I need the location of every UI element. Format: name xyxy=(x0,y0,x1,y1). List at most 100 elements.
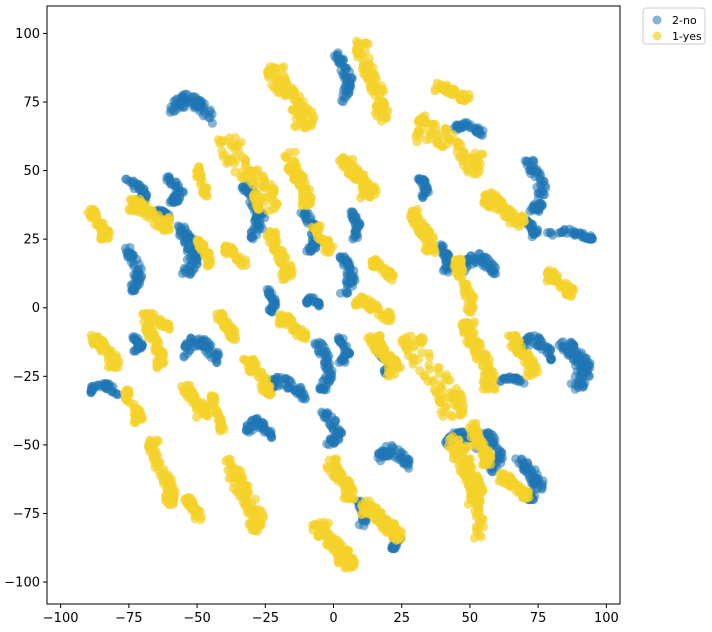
data-point xyxy=(447,129,458,140)
data-point xyxy=(240,501,250,511)
data-point xyxy=(408,216,418,226)
data-point xyxy=(519,378,529,388)
data-point xyxy=(283,264,293,274)
data-point xyxy=(472,527,482,537)
data-point xyxy=(329,455,339,465)
data-point xyxy=(279,250,289,260)
data-point xyxy=(230,167,240,177)
data-point xyxy=(304,295,315,305)
data-point xyxy=(481,190,491,201)
data-point xyxy=(478,149,488,159)
data-point xyxy=(290,147,300,157)
data-point xyxy=(300,331,310,342)
data-point xyxy=(256,367,266,377)
data-point xyxy=(151,451,161,461)
data-point xyxy=(424,348,434,358)
data-point xyxy=(489,267,499,277)
data-point xyxy=(324,440,334,450)
data-point xyxy=(401,332,411,343)
data-point xyxy=(136,197,146,207)
data-point xyxy=(171,181,181,191)
data-point xyxy=(436,379,446,389)
data-point xyxy=(353,52,363,62)
data-point xyxy=(442,370,452,380)
data-point xyxy=(185,380,195,390)
data-point xyxy=(158,473,168,483)
data-point xyxy=(174,103,184,113)
data-point xyxy=(456,410,466,420)
y-tick-label: 75 xyxy=(23,96,40,111)
data-point xyxy=(368,333,379,344)
data-point xyxy=(427,377,437,387)
data-point xyxy=(91,220,101,230)
data-point xyxy=(164,213,174,223)
data-point xyxy=(471,439,481,449)
data-point xyxy=(275,257,285,267)
data-point xyxy=(471,353,481,363)
y-tick-label: −75 xyxy=(13,507,40,522)
data-point xyxy=(369,262,379,272)
data-point xyxy=(91,332,101,342)
data-point xyxy=(341,490,351,500)
data-point xyxy=(220,136,230,146)
data-point xyxy=(417,348,427,358)
data-point xyxy=(333,432,343,442)
data-point xyxy=(380,524,390,535)
data-point xyxy=(202,343,212,353)
data-point xyxy=(472,489,482,499)
x-tick-label: −25 xyxy=(252,611,279,626)
data-point xyxy=(320,411,331,421)
data-point xyxy=(383,106,393,116)
data-point xyxy=(99,379,109,389)
data-point xyxy=(472,128,482,138)
y-tick-label: −100 xyxy=(4,576,40,591)
data-point xyxy=(247,228,257,238)
data-point xyxy=(430,86,440,96)
data-point xyxy=(570,371,580,382)
data-point xyxy=(358,297,368,307)
data-point xyxy=(387,275,397,285)
data-point xyxy=(209,392,219,402)
data-point xyxy=(533,484,543,494)
data-point xyxy=(282,314,292,325)
data-point xyxy=(578,361,589,371)
legend-marker-2-no xyxy=(652,15,662,25)
data-point xyxy=(256,381,266,391)
data-point xyxy=(341,347,351,357)
data-point xyxy=(577,376,587,386)
data-point xyxy=(481,349,491,359)
data-point xyxy=(289,86,299,96)
data-point xyxy=(161,496,171,506)
legend-label-2-no: 2-no xyxy=(672,14,697,27)
data-point xyxy=(88,383,98,393)
data-point xyxy=(451,120,461,130)
data-point xyxy=(278,70,289,80)
data-point xyxy=(187,505,197,515)
data-point xyxy=(253,419,263,429)
data-point xyxy=(313,531,323,542)
data-point xyxy=(314,234,324,244)
data-point xyxy=(403,346,413,356)
data-point xyxy=(516,487,526,497)
data-point xyxy=(278,275,288,285)
data-point xyxy=(470,164,480,174)
data-point xyxy=(181,235,191,245)
data-point xyxy=(395,532,405,542)
data-point xyxy=(257,180,267,191)
data-point xyxy=(240,184,250,194)
data-point xyxy=(494,198,504,208)
data-point xyxy=(268,297,278,307)
data-point xyxy=(358,189,368,199)
x-tick-label: −100 xyxy=(43,611,79,626)
data-point xyxy=(415,175,425,185)
x-tick-label: 75 xyxy=(530,611,547,626)
data-point xyxy=(528,362,538,372)
data-point xyxy=(202,191,212,201)
data-point xyxy=(547,354,557,364)
x-axis: −100 −75 −50 −25 0 25 50 75 100 xyxy=(43,604,619,626)
data-point xyxy=(231,255,242,265)
data-point xyxy=(231,154,242,164)
data-point xyxy=(192,396,202,406)
data-point xyxy=(485,453,495,463)
data-point xyxy=(229,478,239,488)
